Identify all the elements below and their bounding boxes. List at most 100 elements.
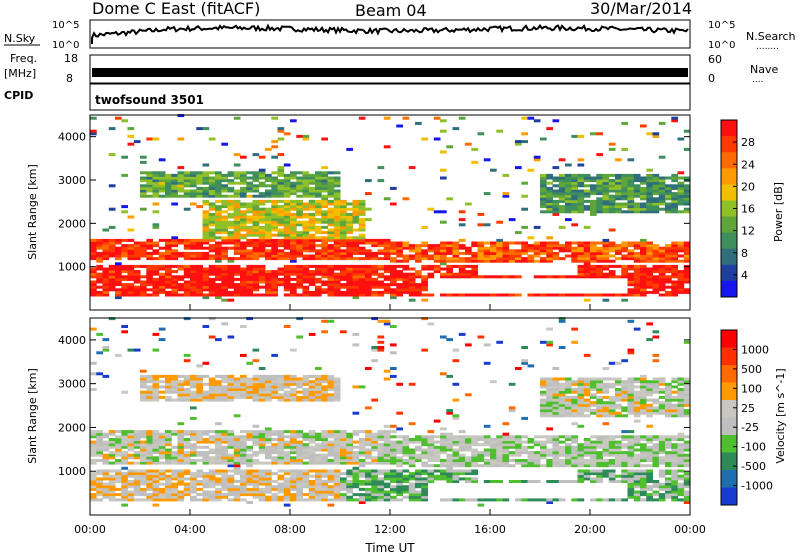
heatmap-cell bbox=[665, 290, 672, 294]
heatmap-cell bbox=[583, 244, 591, 248]
heatmap-cell bbox=[252, 487, 260, 491]
heatmap-cell bbox=[152, 137, 160, 141]
heatmap-cell bbox=[183, 380, 191, 384]
heatmap-cell bbox=[252, 424, 260, 428]
heatmap-cell bbox=[240, 374, 247, 378]
heatmap-cell bbox=[190, 495, 197, 499]
heatmap-cell bbox=[271, 495, 278, 499]
heatmap-cell bbox=[415, 121, 422, 125]
heatmap-cell bbox=[521, 359, 528, 363]
heatmap-cell bbox=[121, 251, 128, 255]
heatmap-cell bbox=[315, 438, 322, 441]
heatmap-cell bbox=[515, 293, 522, 297]
heatmap-cell bbox=[652, 181, 660, 185]
heatmap-cell bbox=[190, 171, 197, 175]
heatmap-cell bbox=[677, 272, 685, 276]
heatmap-cell bbox=[252, 231, 260, 235]
heatmap-cell bbox=[665, 275, 672, 279]
heatmap-cell bbox=[465, 440, 472, 444]
heatmap-cell bbox=[90, 445, 97, 449]
heatmap-cell bbox=[552, 205, 560, 209]
heatmap-cell bbox=[502, 453, 510, 457]
heatmap-cell bbox=[227, 202, 235, 206]
heatmap-cell bbox=[640, 498, 647, 502]
heatmap-cell bbox=[365, 249, 372, 253]
heatmap-cell bbox=[258, 270, 266, 274]
heatmap-cell bbox=[183, 285, 191, 289]
heatmap-cell bbox=[290, 472, 297, 476]
heatmap-cell bbox=[421, 493, 428, 497]
heatmap-cell bbox=[558, 194, 566, 198]
heatmap-cell bbox=[133, 456, 141, 460]
heatmap-cell bbox=[602, 176, 610, 180]
heatmap-cell bbox=[158, 456, 166, 460]
heatmap-cell bbox=[290, 176, 297, 180]
heatmap-cell bbox=[240, 469, 247, 473]
heatmap-cell bbox=[102, 432, 110, 436]
heatmap-cell bbox=[171, 241, 178, 245]
heatmap-cell bbox=[365, 440, 372, 444]
heatmap-cell bbox=[183, 493, 191, 497]
colorbar-tick-label: 4 bbox=[741, 269, 748, 282]
heatmap-cell bbox=[565, 398, 572, 402]
heatmap-cell bbox=[446, 244, 453, 248]
heatmap-cell bbox=[458, 218, 466, 222]
heatmap-cell bbox=[165, 395, 172, 399]
heatmap-cell bbox=[608, 270, 616, 274]
heatmap-cell bbox=[146, 451, 153, 455]
heatmap-cell bbox=[558, 445, 566, 449]
heatmap-cell bbox=[577, 443, 585, 447]
heatmap-cell bbox=[646, 270, 653, 274]
heatmap-cell bbox=[115, 443, 122, 447]
heatmap-cell bbox=[621, 194, 628, 198]
heatmap-cell bbox=[640, 290, 647, 294]
heatmap-cell bbox=[265, 173, 272, 177]
heatmap-cell bbox=[665, 194, 672, 198]
heatmap-cell bbox=[640, 194, 647, 198]
heatmap-cell bbox=[490, 480, 497, 483]
heatmap-cell bbox=[352, 270, 360, 274]
heatmap-cell bbox=[383, 197, 391, 201]
heatmap-cell bbox=[327, 480, 335, 483]
heatmap-cell bbox=[402, 485, 410, 489]
heatmap-cell bbox=[483, 223, 491, 227]
heatmap-cell bbox=[233, 199, 241, 203]
heatmap-cell bbox=[371, 445, 378, 449]
heatmap-cell bbox=[458, 210, 466, 214]
heatmap-cell bbox=[602, 238, 610, 242]
heatmap-cell bbox=[302, 238, 310, 242]
heatmap-cell bbox=[140, 498, 147, 502]
heatmap-cell bbox=[590, 210, 597, 214]
heatmap-cell bbox=[471, 464, 478, 468]
heatmap-cell bbox=[633, 246, 641, 250]
heatmap-cell bbox=[665, 205, 672, 209]
heatmap-cell bbox=[108, 270, 116, 274]
heatmap-cell bbox=[533, 246, 541, 250]
heatmap-cell bbox=[358, 474, 366, 478]
heatmap-cell bbox=[90, 270, 97, 274]
heatmap-cell bbox=[215, 205, 222, 209]
heatmap-cell bbox=[596, 181, 603, 185]
heatmap-cell bbox=[127, 448, 135, 452]
heatmap-cell bbox=[633, 280, 641, 284]
heatmap-cell bbox=[621, 249, 628, 253]
heatmap-cell bbox=[183, 189, 191, 193]
heatmap-cell bbox=[358, 288, 366, 292]
heatmap-cell bbox=[358, 445, 366, 449]
heatmap-cell bbox=[340, 212, 347, 216]
heatmap-cell bbox=[652, 498, 660, 502]
heatmap-cell bbox=[377, 453, 385, 457]
heatmap-cell bbox=[108, 480, 116, 483]
heatmap-cell bbox=[365, 257, 372, 261]
heatmap-cell bbox=[646, 179, 653, 183]
heatmap-cell bbox=[177, 264, 185, 268]
heatmap-cell bbox=[121, 438, 128, 441]
heatmap-cell bbox=[621, 244, 628, 248]
heatmap-cell bbox=[165, 382, 172, 386]
heatmap-cell bbox=[277, 210, 285, 214]
heatmap-cell bbox=[396, 445, 403, 449]
heatmap-cell bbox=[190, 430, 197, 434]
heatmap-cell bbox=[315, 461, 322, 465]
heatmap-cell bbox=[258, 212, 266, 216]
heatmap-cell bbox=[615, 205, 622, 209]
